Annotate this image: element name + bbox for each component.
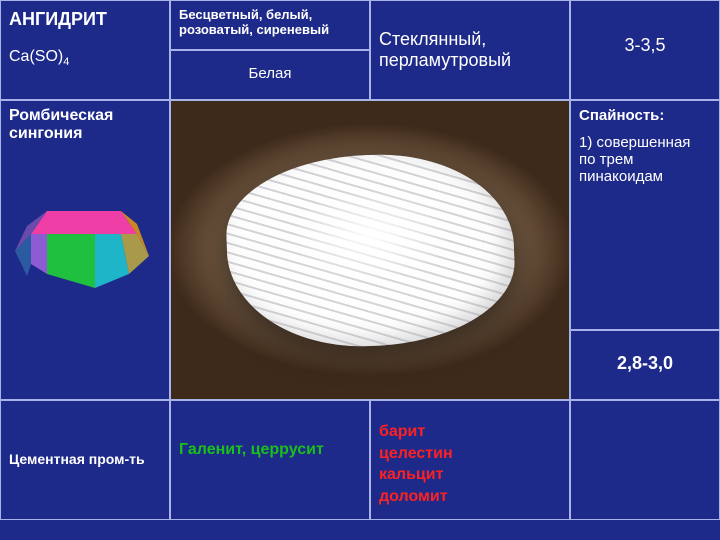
assoc-red-cell: барит целестин кальцит доломит	[370, 400, 570, 520]
streak-cell: Белая	[170, 50, 370, 100]
cleavage-cell: Спайность: 1) совершенная по трем пинако…	[570, 100, 720, 330]
cleavage-text: 1) совершенная по трем пинакоидам	[579, 134, 711, 185]
color-cell: Бесцветный, белый, розоватый, сиреневый	[170, 0, 370, 50]
mineral-name: АНГИДРИТ	[9, 9, 161, 30]
crystal-highlight	[290, 190, 449, 279]
cleavage-title: Спайность:	[579, 107, 711, 124]
blank-cell	[570, 400, 720, 520]
use-cell: Цементная пром-ть	[0, 400, 170, 520]
chemical-formula: Ca(SO)4	[9, 48, 161, 68]
name-formula-cell: АНГИДРИТ Ca(SO)4	[0, 0, 170, 100]
mineral-photo-cell	[170, 100, 570, 400]
crystal-system-cell: Ромбическая сингония	[0, 100, 170, 400]
crystal-system-label: Ромбическая сингония	[9, 107, 161, 143]
luster-cell: Стеклянный, перламутровый	[370, 0, 570, 100]
mineral-info-grid: АНГИДРИТ Ca(SO)4 Бесцветный, белый, розо…	[0, 0, 720, 540]
assoc-green-cell: Галенит, церрусит	[170, 400, 370, 520]
density-cell: 2,8-3,0	[570, 330, 720, 400]
crystal-shape-icon	[9, 196, 159, 306]
hardness-cell: 3-3,5	[570, 0, 720, 100]
mineral-photo	[171, 101, 569, 399]
